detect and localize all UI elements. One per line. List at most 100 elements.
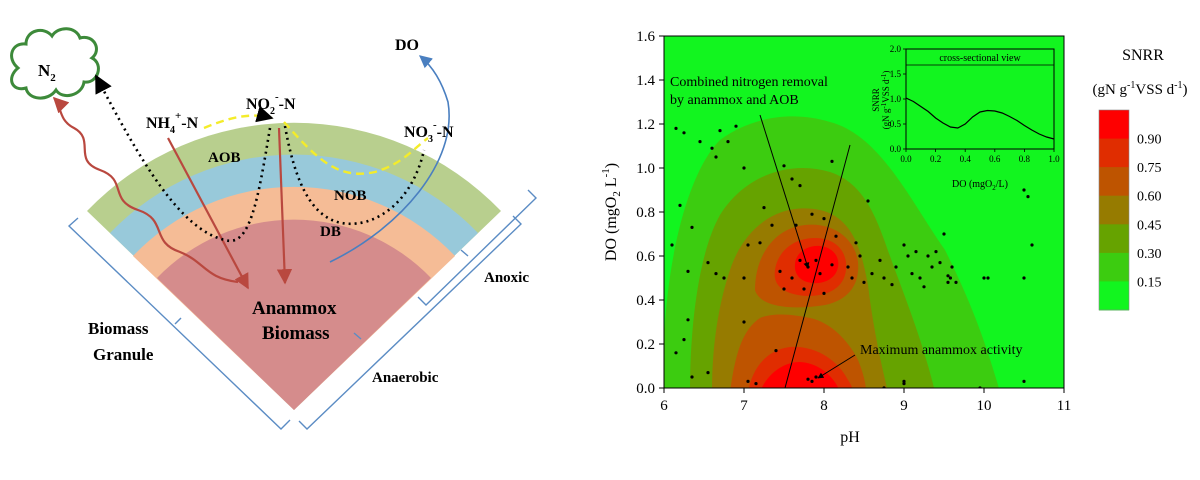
inset-y-tick-label: 0.0 — [890, 144, 902, 154]
aob-label: AOB — [208, 150, 241, 166]
inset-plot: cross-sectional view 0.0 0.2 0.4 0.6 0.8 1.00… — [871, 44, 1060, 192]
data-point — [862, 280, 866, 284]
inset-x-tick-label: 0.2 — [930, 154, 941, 164]
bracket-anoxic — [417, 189, 537, 306]
bracket-anoxic-tick — [460, 249, 469, 257]
data-point — [742, 276, 746, 280]
inset-y-label-1: SNRR — [871, 88, 881, 112]
inset-y-tick-label: 1.0 — [890, 94, 902, 104]
granule-schematic: N2 DO NH4+-N NO2--N NO3--N AOB NOB DB An… — [10, 27, 537, 430]
y-tick-label: 0.8 — [636, 205, 655, 221]
data-point — [946, 274, 950, 278]
colorbar-swatch — [1099, 167, 1129, 197]
colorbar-level-label: 0.75 — [1137, 161, 1162, 176]
data-point — [782, 287, 786, 291]
data-point — [1030, 243, 1034, 247]
inset-frame — [905, 48, 1055, 150]
inset-y-tick-label: 2.0 — [890, 44, 902, 54]
data-point — [926, 254, 930, 258]
data-point — [734, 124, 738, 128]
colorbar-swatch — [1099, 252, 1129, 282]
y-tick-label: 0.6 — [636, 249, 655, 265]
data-point — [814, 375, 818, 379]
data-point — [810, 212, 814, 216]
annotation-1-line1: Combined nitrogen removal — [670, 75, 828, 90]
annotation-1-line2: by anammox and AOB — [670, 93, 799, 108]
colorbar-level-label: 0.90 — [1137, 133, 1162, 148]
data-point — [906, 254, 910, 258]
annotation-line-2 — [784, 144, 851, 389]
data-point — [682, 131, 686, 135]
colorbar-level-label: 0.30 — [1137, 247, 1162, 262]
data-point — [822, 291, 826, 295]
annotation-2: Maximum anammox activity — [860, 343, 1023, 358]
nob-label: NOB — [334, 188, 367, 204]
data-point — [810, 379, 814, 383]
data-point — [830, 159, 834, 163]
bracket-anaerobic-tick — [353, 332, 362, 340]
inset-x-tick-label: 0.6 — [989, 154, 1001, 164]
inset-x-tick-label: 0.8 — [1019, 154, 1031, 164]
colorbar-swatch — [1099, 138, 1129, 168]
data-point — [746, 243, 750, 247]
inset-title: cross-sectional view — [939, 53, 1021, 64]
data-point — [866, 199, 870, 203]
data-point — [722, 276, 726, 280]
y-tick-label: 0.2 — [636, 337, 655, 353]
anoxic-label: Anoxic — [484, 270, 529, 286]
colorbar-level-label: 0.60 — [1137, 190, 1162, 205]
data-point — [934, 250, 938, 254]
data-point — [790, 276, 794, 280]
x-tick-label: 6 — [660, 398, 668, 414]
annotation-line-1 — [759, 114, 810, 269]
data-point — [922, 285, 926, 289]
data-point — [942, 232, 946, 236]
anammox-core-red — [157, 219, 431, 410]
scatter-points — [670, 124, 1034, 388]
anammox-label-line1: Anammox — [252, 298, 337, 319]
x-axis-label: pH — [840, 429, 860, 446]
annotation-line-3 — [817, 354, 856, 379]
x-tick-label: 9 — [900, 398, 908, 414]
data-point — [754, 382, 758, 386]
data-point — [834, 234, 838, 238]
data-point — [946, 280, 950, 284]
aob-yellow-dashed — [203, 105, 274, 130]
no2-to-anammox-arrow — [276, 127, 293, 285]
data-point — [950, 265, 954, 269]
anammox-label-line2: Biomass — [262, 323, 330, 344]
x-tick-label: 8 — [820, 398, 828, 414]
data-point — [1022, 379, 1026, 383]
data-point — [870, 272, 874, 276]
inset-curve — [905, 97, 1055, 140]
bracket-granule-tick — [174, 317, 182, 325]
data-point — [746, 379, 750, 383]
data-point — [670, 243, 674, 247]
data-point — [858, 254, 862, 258]
cloud-shape — [10, 27, 100, 100]
data-point — [798, 184, 802, 188]
data-point — [902, 379, 906, 383]
granule-sectors — [87, 122, 501, 411]
data-point — [894, 265, 898, 269]
data-point — [902, 382, 906, 386]
data-point — [918, 276, 922, 280]
axes: 6 7 8 9 10 11 0.0 0.2 0.4 0.6 0.8 1.0 1.2 1.4 1.6 — [636, 29, 1071, 414]
data-point — [814, 258, 818, 262]
data-point — [770, 223, 774, 227]
data-point — [1022, 276, 1026, 280]
data-point — [846, 265, 850, 269]
data-point — [790, 177, 794, 181]
y-tick-label: 1.4 — [636, 73, 655, 89]
granule-label-line1: Biomass — [88, 319, 149, 338]
inset-x-tick-label: 1.0 — [1048, 154, 1060, 164]
contour-chart: Combined nitrogen removal by anammox and… — [600, 29, 1188, 446]
data-point — [698, 140, 702, 144]
inset-x-tick-label: 0.4 — [960, 154, 972, 164]
nh4-label: NH4+-N — [146, 110, 199, 136]
data-point — [774, 349, 778, 353]
data-point — [902, 243, 906, 247]
colorbar-swatch — [1099, 224, 1129, 254]
nob-dotted-curve — [283, 125, 426, 225]
data-point — [674, 126, 678, 130]
